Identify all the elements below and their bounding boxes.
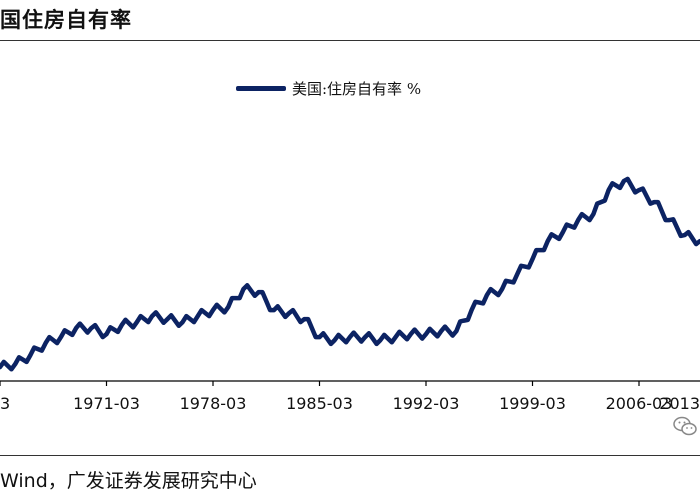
x-tick-label: 1992-03	[393, 394, 460, 413]
legend-swatch	[236, 86, 286, 91]
x-tick-label: 2006-03	[606, 394, 673, 413]
page-title: 国住房自有率	[0, 8, 132, 32]
x-tick-label: 2013	[659, 394, 700, 413]
series-line	[0, 176, 700, 372]
x-tick-label: 1971-03	[73, 394, 140, 413]
x-tick-label: 1985-03	[286, 394, 353, 413]
x-axis-ticks: 3 1971-03 1978-03 1985-03 1992-03 1999-03 2006…	[0, 381, 700, 413]
x-tick-label: 1978-03	[180, 394, 247, 413]
legend-label: 美国:住房自有率 %	[292, 80, 422, 98]
chart-legend: 美国:住房自有率 %	[236, 78, 421, 99]
x-tick-label: 1999-03	[499, 394, 566, 413]
x-tick-label: 3	[0, 394, 10, 413]
wechat-icon	[673, 416, 697, 436]
footer-divider	[0, 455, 700, 456]
source-note: Wind，广发证券发展研究中心	[0, 470, 257, 492]
title-divider	[0, 40, 700, 41]
plot-area	[0, 176, 700, 382]
